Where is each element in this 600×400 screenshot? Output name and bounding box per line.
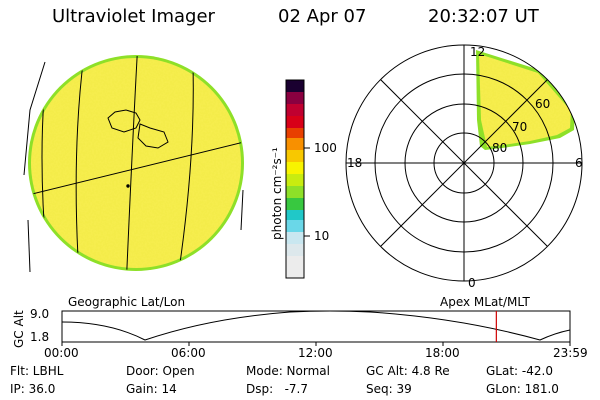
instrument-title: Ultraviolet Imager — [52, 6, 215, 27]
colorbar — [285, 79, 310, 279]
time-tick-6: 06:00 — [171, 346, 206, 360]
dsp-info: Dsp: -7.7 — [246, 382, 309, 396]
gain-info: Gain: 14 — [126, 382, 177, 396]
mlt-label-12: 12 — [470, 45, 486, 59]
geographic-image — [23, 55, 244, 273]
time-tick-18: 18:00 — [425, 346, 460, 360]
off-limb-line — [23, 61, 46, 176]
mlt-label-18: 18 — [347, 156, 363, 170]
date-label: 02 Apr 07 — [278, 6, 367, 27]
seq-info: Seq: 39 — [366, 382, 412, 396]
apex-label: Apex MLat/MLT — [440, 295, 530, 309]
island-dot — [126, 184, 130, 188]
glat-info: GLat: -42.0 — [486, 364, 553, 378]
meridian-line — [125, 56, 139, 270]
colorbar-tick-100: 100 — [314, 141, 337, 155]
latitude-line — [29, 141, 243, 196]
ip-info: IP: 36.0 — [10, 382, 56, 396]
colorbar-tick-10: 10 — [314, 229, 330, 243]
time-tick-end: 23:59 — [553, 346, 588, 360]
time-tick-0: 00:00 — [44, 346, 79, 360]
mode-info: Mode: Normal — [246, 364, 330, 378]
mlt-label-6: 6 — [575, 156, 583, 170]
altitude-curve — [61, 310, 571, 341]
filter-info: Flt: LBHL — [10, 364, 64, 378]
off-limb-line — [27, 219, 31, 273]
coastline — [107, 109, 169, 149]
mlat-label-80: 80 — [492, 141, 508, 155]
glon-info: GLon: 181.0 — [486, 382, 559, 396]
mlat-label-70: 70 — [512, 120, 528, 134]
geographic-label: Geographic Lat/Lon — [68, 295, 186, 309]
off-limb-line — [240, 189, 244, 231]
colorbar-unit-label: photon cm⁻²s⁻¹ — [270, 147, 284, 240]
door-info: Door: Open — [126, 364, 195, 378]
altitude-min-label: 1.8 — [30, 330, 50, 344]
time-label: 20:32:07 UT — [428, 6, 539, 27]
altitude-plot — [61, 310, 571, 346]
polar-plot — [345, 44, 583, 282]
altitude-axis-label: GC Alt — [12, 310, 26, 348]
time-tick-12: 12:00 — [298, 346, 333, 360]
gc-alt-info: GC Alt: 4.8 Re — [366, 364, 450, 378]
mlat-label-60: 60 — [535, 97, 551, 111]
altitude-max-label: 9.0 — [30, 307, 50, 321]
mlt-label-0: 0 — [468, 276, 476, 290]
